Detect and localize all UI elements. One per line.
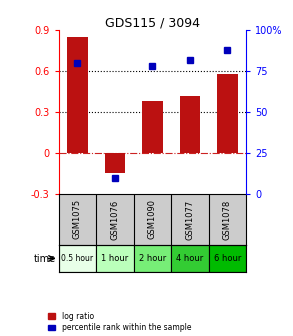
FancyBboxPatch shape bbox=[96, 245, 134, 272]
Bar bbox=[142, 101, 163, 153]
Text: 6 hour: 6 hour bbox=[214, 254, 241, 263]
Bar bbox=[180, 96, 200, 153]
FancyBboxPatch shape bbox=[134, 245, 171, 272]
FancyBboxPatch shape bbox=[59, 245, 96, 272]
Text: 4 hour: 4 hour bbox=[176, 254, 204, 263]
Text: GSM1077: GSM1077 bbox=[185, 199, 194, 240]
FancyBboxPatch shape bbox=[209, 245, 246, 272]
Text: GSM1078: GSM1078 bbox=[223, 199, 232, 240]
Title: GDS115 / 3094: GDS115 / 3094 bbox=[105, 16, 200, 29]
Bar bbox=[217, 74, 238, 153]
Text: time: time bbox=[33, 254, 56, 263]
Legend: log ratio, percentile rank within the sample: log ratio, percentile rank within the sa… bbox=[48, 312, 191, 332]
FancyBboxPatch shape bbox=[171, 245, 209, 272]
Text: GSM1076: GSM1076 bbox=[110, 199, 119, 240]
Text: 2 hour: 2 hour bbox=[139, 254, 166, 263]
Bar bbox=[67, 37, 88, 153]
Text: GSM1090: GSM1090 bbox=[148, 199, 157, 240]
Text: 1 hour: 1 hour bbox=[101, 254, 129, 263]
Text: GSM1075: GSM1075 bbox=[73, 199, 82, 240]
Bar bbox=[105, 153, 125, 173]
Text: 0.5 hour: 0.5 hour bbox=[61, 254, 93, 263]
